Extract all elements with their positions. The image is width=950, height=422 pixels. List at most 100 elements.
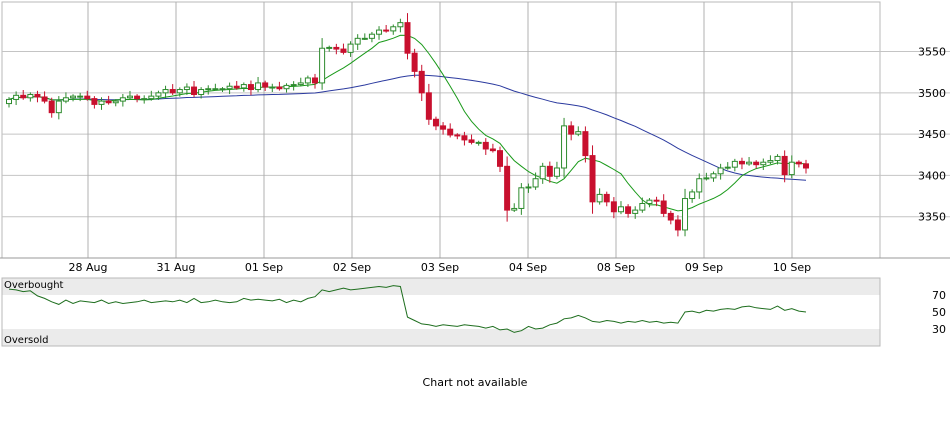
candle-up <box>518 187 525 209</box>
y-tick-label: 3500 <box>918 87 946 100</box>
candle-down <box>84 95 91 100</box>
candle-up <box>710 173 717 179</box>
candle-down <box>383 29 390 32</box>
candle-up <box>269 86 276 89</box>
candle-up <box>596 193 603 203</box>
candle-down <box>568 125 575 135</box>
candle-up <box>319 47 326 84</box>
chart-unavailable-message: Chart not available <box>422 376 528 389</box>
candle-up <box>290 84 297 87</box>
candle-down <box>404 22 411 54</box>
candle-up <box>297 82 304 86</box>
candle-up <box>141 98 148 101</box>
price-panel-frame <box>1 1 881 259</box>
candle-down <box>447 128 454 136</box>
x-tick-label: 09 Sep <box>685 261 723 274</box>
candle-up <box>212 88 219 91</box>
oversold-label: Oversold <box>4 335 49 346</box>
candle-up <box>539 165 546 180</box>
candle-up <box>397 22 404 28</box>
osc-y-tick-label: 50 <box>932 306 946 319</box>
candle-up <box>326 46 333 49</box>
candle-down <box>454 134 461 137</box>
candle-up <box>617 206 624 213</box>
candle-down <box>105 100 112 104</box>
y-tick-label: 3550 <box>918 46 946 59</box>
candle-up <box>561 125 568 169</box>
candle-down <box>795 161 802 165</box>
candle-down <box>411 52 418 72</box>
candle-up <box>205 88 212 91</box>
candle-up <box>155 92 162 97</box>
candle-down <box>489 148 496 152</box>
candle-up <box>525 186 532 189</box>
candle-up <box>760 161 767 166</box>
candle-up <box>55 100 62 114</box>
candle-down <box>753 161 760 166</box>
candle-up <box>639 202 646 211</box>
candle-down <box>461 135 468 141</box>
candle-up <box>119 97 126 102</box>
osc-y-tick-label: 30 <box>932 323 946 336</box>
candle-down <box>20 94 27 99</box>
candle-down <box>340 48 347 53</box>
y-tick-label: 3450 <box>918 128 946 141</box>
candle-up <box>553 167 560 177</box>
candlesticks <box>6 13 809 237</box>
overbought-label: Overbought <box>4 280 64 291</box>
candle-up <box>646 199 653 204</box>
x-tick-label: 10 Sep <box>773 261 811 274</box>
candle-up <box>13 94 20 100</box>
overbought-band <box>2 278 880 295</box>
candle-up <box>183 86 190 91</box>
candle-up <box>511 207 518 211</box>
candle-up <box>347 43 354 53</box>
candle-down <box>603 193 610 203</box>
candle-up <box>162 89 169 94</box>
candle-down <box>41 96 48 102</box>
candle-up <box>682 198 689 231</box>
candle-up <box>148 95 155 100</box>
candle-down <box>48 100 55 114</box>
candle-down <box>262 82 269 88</box>
candle-up <box>696 178 703 193</box>
y-tick-label: 3400 <box>918 169 946 182</box>
candle-down <box>589 155 596 203</box>
candle-up <box>6 98 12 105</box>
y-tick-label: 3350 <box>918 211 946 224</box>
oscillator-series <box>8 285 807 333</box>
oversold-band <box>2 329 880 346</box>
candle-up <box>98 100 105 105</box>
candle-down <box>653 199 660 202</box>
candle-up <box>226 85 233 90</box>
candle-up <box>198 89 205 95</box>
neutral-band <box>2 295 880 329</box>
candle-down <box>233 85 240 89</box>
osc-panel-frame <box>1 277 881 347</box>
candle-down <box>418 70 425 94</box>
candle-up <box>475 141 482 144</box>
candle-down <box>440 125 447 130</box>
candle-down <box>610 201 617 213</box>
candle-up <box>77 95 84 98</box>
x-tick-label: 28 Aug <box>69 261 108 274</box>
candle-up <box>717 167 724 175</box>
candle-down <box>468 139 475 143</box>
candle-up <box>774 155 781 162</box>
candle-up <box>304 77 311 84</box>
candle-up <box>283 84 290 90</box>
candle-up <box>390 26 397 32</box>
candle-down <box>738 160 745 165</box>
candle-up <box>724 166 731 169</box>
x-tick-label: 02 Sep <box>333 261 371 274</box>
candle-up <box>361 37 368 40</box>
candle-down <box>667 212 674 221</box>
candle-down <box>333 46 340 50</box>
candle-up <box>27 93 34 99</box>
candle-up <box>255 82 262 91</box>
candle-down <box>276 86 283 90</box>
candle-up <box>62 97 69 102</box>
candle-up <box>532 178 539 188</box>
